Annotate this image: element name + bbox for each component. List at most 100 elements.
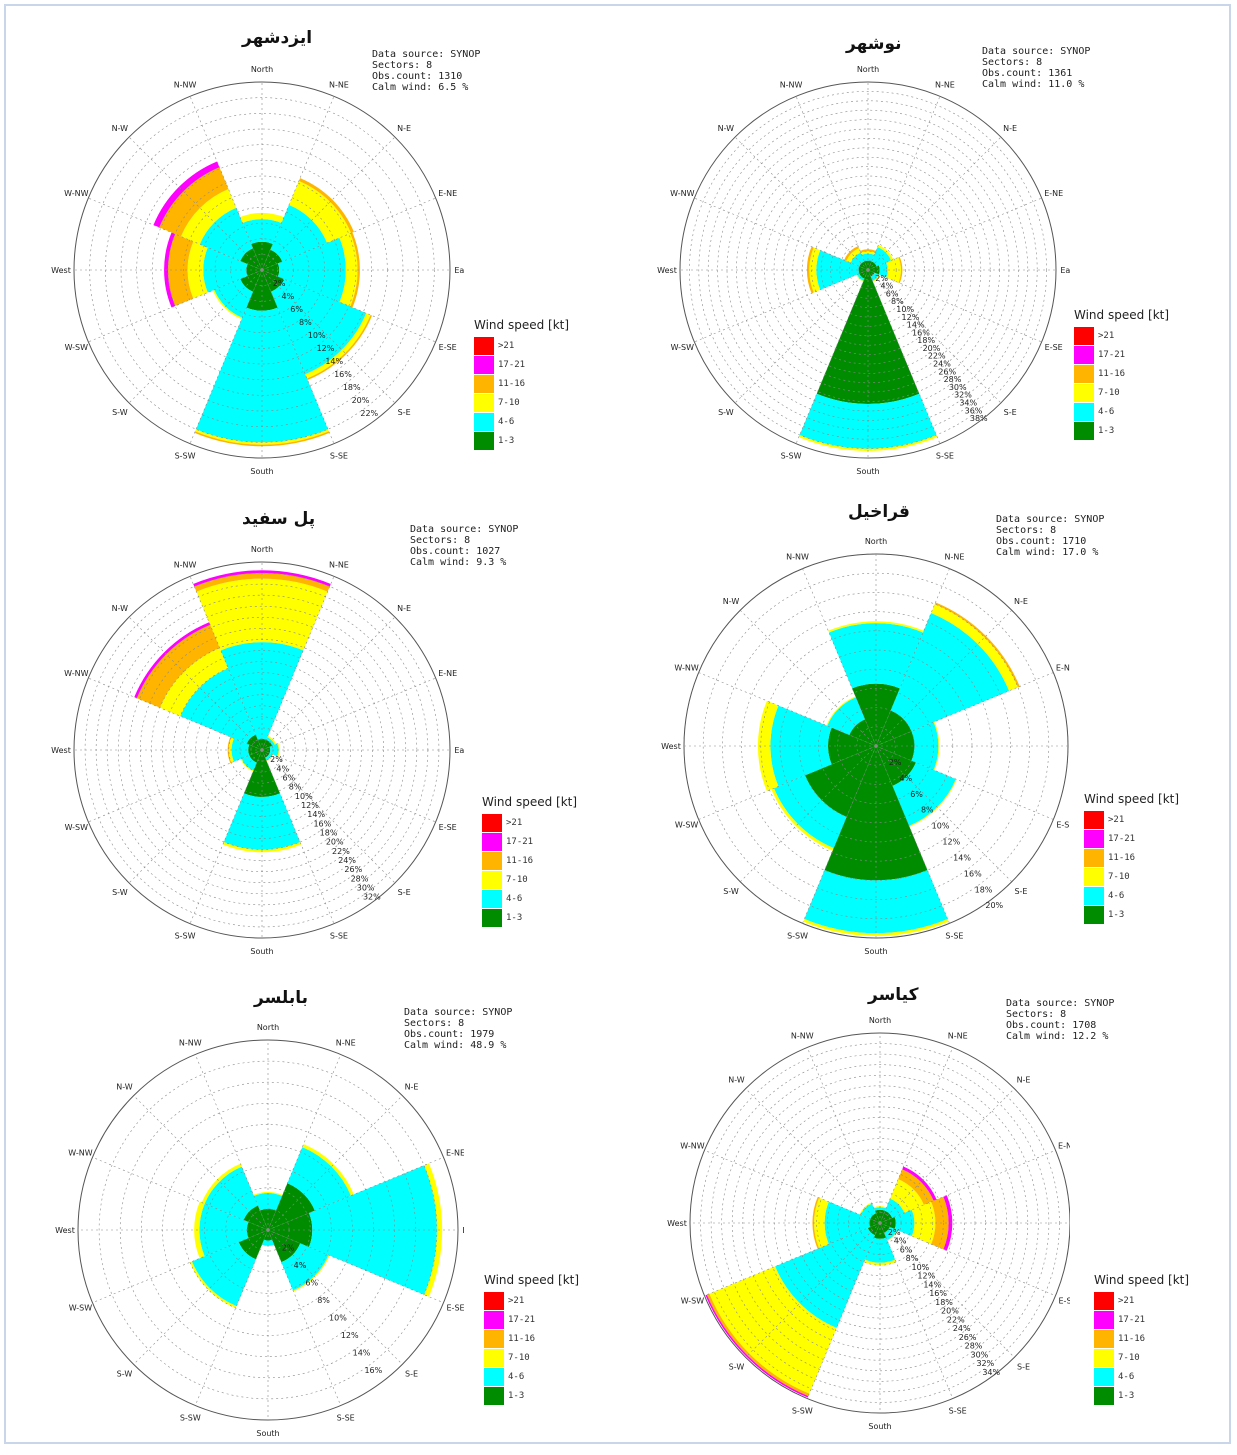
grid — [679, 81, 1057, 459]
direction-label: East — [454, 266, 464, 275]
grid — [683, 553, 1069, 939]
wedge-225-band-4-6 — [775, 1228, 875, 1328]
ring-label: 14% — [325, 357, 343, 366]
direction-label: E-NE — [1044, 189, 1063, 198]
wedge-270-band-7-10 — [809, 247, 821, 293]
chart-title: بابلسر — [254, 988, 308, 1008]
direction-label: N-NW — [174, 80, 197, 89]
grid-spoke — [698, 745, 877, 820]
direction-label: S-SW — [175, 452, 196, 461]
legend-swatch — [1074, 421, 1094, 440]
legend-entry: 11-16 — [1094, 1329, 1189, 1348]
wedge-90-band-4-6 — [911, 722, 939, 770]
ring-label: 24% — [338, 856, 356, 865]
wind-rose-panel-izadshahr: ایزدشهر Data source: SYNOP Sectors: 8 Obs.c… — [4, 24, 604, 494]
direction-label: E-NE — [438, 189, 457, 198]
meta-obs: Obs.count: 1361 — [982, 68, 1073, 79]
direction-label: S-SE — [945, 931, 963, 940]
wedge-45-band-4-6 — [287, 1147, 351, 1211]
wind-rose-panel-kiasar: کیاسر Data source: SYNOP Sectors: 8 Obs.cou… — [610, 985, 1210, 1455]
wedges — [153, 161, 373, 447]
legend-entry: 11-16 — [1074, 364, 1169, 383]
meta-sectors: Sectors: 8 — [372, 60, 433, 71]
grid-spoke — [128, 136, 263, 271]
direction-label: S-W — [112, 408, 128, 417]
direction-label: N-NE — [948, 1031, 968, 1040]
direction-label: N-NE — [935, 80, 955, 89]
legend-swatch — [1074, 364, 1094, 383]
grid-ring — [152, 160, 372, 380]
direction-label: S-E — [1004, 408, 1017, 417]
legend-entry: 11-16 — [1084, 848, 1179, 867]
wedge-0-band-4-6 — [873, 1207, 887, 1211]
legend-label: 7-10 — [498, 397, 520, 408]
outer-ring — [73, 561, 451, 939]
grid-spoke — [261, 269, 436, 343]
legend-swatch — [482, 908, 502, 927]
direction-label: South — [868, 1422, 891, 1431]
legend-entry: >21 — [474, 336, 569, 355]
grid-ring — [745, 147, 991, 393]
direction-label: West — [55, 1226, 75, 1235]
ring-label: 26% — [938, 367, 956, 376]
direction-label: N-NE — [944, 553, 964, 562]
ring-label: 4% — [881, 282, 894, 291]
legend-swatch — [482, 889, 502, 908]
direction-label: North — [857, 65, 879, 74]
ring-label: 8% — [921, 806, 934, 815]
wedge-270-band-11-16 — [806, 246, 814, 294]
ring-label: 30% — [971, 1350, 989, 1359]
wedges — [134, 570, 331, 853]
direction-label: E-SE — [1059, 1297, 1070, 1306]
grid-spoke — [261, 576, 335, 751]
direction-label: E-SE — [1056, 820, 1070, 829]
wedge-90-band-4-6 — [277, 237, 346, 303]
grid-spoke — [867, 96, 941, 271]
grid-spoke — [867, 197, 1042, 271]
direction-label: N-E — [1014, 597, 1028, 606]
meta-source: Data source: SYNOP — [410, 524, 519, 535]
ring-label: 34% — [982, 1368, 1000, 1377]
wind-rose-plot: 2% 4% 6% 8% 10% 12% 14% 16% 18% 20% 22% North N-NE N-… — [51, 65, 464, 476]
grid-ring — [702, 572, 1050, 920]
direction-label: E-NE — [446, 1148, 464, 1157]
meta-sectors: Sectors: 8 — [410, 535, 471, 546]
legend-entry: 4-6 — [1084, 886, 1179, 905]
grid-ring — [818, 688, 934, 804]
direction-label: W-SW — [65, 823, 89, 832]
wedge-270-band-1-3 — [858, 266, 868, 274]
grid-spoke — [879, 1222, 1056, 1296]
legend-entry: 7-10 — [1074, 383, 1169, 402]
direction-label: South — [856, 467, 879, 476]
legend-swatch — [1084, 810, 1104, 829]
grid-ring — [795, 1138, 965, 1308]
legend-entry: 1-3 — [474, 431, 569, 450]
wedge-90-band-11-16 — [931, 1196, 949, 1250]
legend-swatch — [482, 870, 502, 889]
wedge-180-band-7-10 — [195, 429, 329, 445]
ring-label: 36% — [965, 406, 983, 415]
grid-ring — [707, 109, 1029, 431]
grid-spoke — [261, 749, 396, 884]
grid-spoke — [88, 269, 263, 343]
grid-spoke — [261, 96, 335, 271]
grid-spoke — [189, 576, 263, 751]
wedge-45-band-4-6 — [266, 737, 275, 746]
ring-label: 18% — [917, 336, 935, 345]
legend-label: 17-21 — [1108, 833, 1136, 844]
grid-spoke — [875, 672, 1054, 747]
legend-entry: 4-6 — [1074, 402, 1169, 421]
grid-spoke — [128, 749, 263, 884]
grid-spoke — [867, 269, 941, 444]
grid-ring — [689, 91, 1047, 449]
wedge-0-band-4-6 — [253, 1193, 283, 1211]
legend-label: 11-16 — [1118, 1333, 1146, 1344]
grid-spoke — [267, 1095, 403, 1231]
wedge-225-band-1-3 — [867, 1223, 880, 1236]
ring-label: 20% — [941, 1307, 959, 1316]
wedge-90-band-7-10 — [911, 1201, 936, 1245]
wedge-0-band-17-21 — [193, 570, 331, 587]
grid-ring — [856, 726, 896, 766]
wedges — [757, 602, 1020, 937]
meta-sectors: Sectors: 8 — [1006, 1009, 1067, 1020]
